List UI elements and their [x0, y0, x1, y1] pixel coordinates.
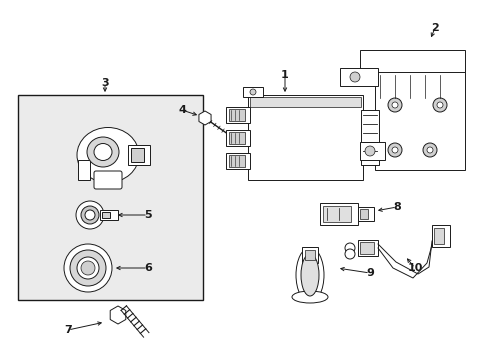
Bar [319, 203, 357, 225]
Bar [359, 142, 384, 160]
Ellipse shape [77, 127, 139, 183]
Bar [243, 87, 263, 97]
Bar [131, 148, 143, 162]
Bar [102, 212, 110, 218]
Bar [249, 97, 360, 107]
Text: 4: 4 [178, 105, 185, 115]
Bar [433, 228, 443, 244]
Circle shape [85, 210, 95, 220]
Bar [228, 132, 244, 144]
Circle shape [436, 102, 442, 108]
FancyBboxPatch shape [94, 171, 122, 189]
Bar [357, 240, 377, 256]
Circle shape [77, 257, 99, 279]
Circle shape [387, 143, 401, 157]
Bar [228, 155, 244, 167]
Bar [357, 207, 373, 221]
Bar [128, 145, 150, 165]
Circle shape [422, 143, 436, 157]
Text: 7: 7 [64, 325, 72, 335]
Circle shape [391, 102, 397, 108]
Text: 6: 6 [144, 263, 152, 273]
Bar [225, 130, 249, 146]
Circle shape [81, 261, 95, 275]
Ellipse shape [94, 144, 112, 161]
Bar [323, 206, 350, 222]
Text: 8: 8 [392, 202, 400, 212]
Ellipse shape [87, 137, 119, 167]
Bar [374, 70, 464, 170]
Text: 9: 9 [366, 268, 373, 278]
Bar [360, 110, 378, 165]
Ellipse shape [291, 291, 327, 303]
Bar [228, 109, 244, 121]
Circle shape [70, 250, 106, 286]
FancyBboxPatch shape [339, 68, 377, 86]
Circle shape [345, 249, 354, 259]
Bar [431, 225, 449, 247]
Polygon shape [78, 160, 90, 180]
Text: 2: 2 [430, 23, 438, 33]
Text: 1: 1 [281, 70, 288, 80]
Ellipse shape [301, 254, 318, 296]
Polygon shape [110, 306, 125, 324]
Ellipse shape [295, 248, 324, 302]
Polygon shape [199, 111, 211, 125]
Bar [305, 250, 314, 260]
Bar [100, 210, 118, 220]
Circle shape [64, 244, 112, 292]
Circle shape [364, 146, 374, 156]
FancyBboxPatch shape [359, 50, 464, 72]
Circle shape [76, 201, 104, 229]
Text: 3: 3 [101, 78, 109, 88]
Circle shape [432, 98, 446, 112]
Circle shape [81, 206, 99, 224]
Circle shape [426, 147, 432, 153]
Circle shape [345, 243, 354, 253]
Circle shape [249, 89, 256, 95]
Bar [359, 242, 373, 254]
Bar [225, 153, 249, 169]
Text: 10: 10 [407, 263, 422, 273]
Circle shape [387, 98, 401, 112]
Bar [225, 107, 249, 123]
Text: 5: 5 [144, 210, 151, 220]
Bar [247, 95, 362, 180]
Circle shape [391, 147, 397, 153]
Bar [18, 95, 203, 300]
Bar [359, 209, 367, 219]
Circle shape [349, 72, 359, 82]
Bar [302, 247, 317, 263]
